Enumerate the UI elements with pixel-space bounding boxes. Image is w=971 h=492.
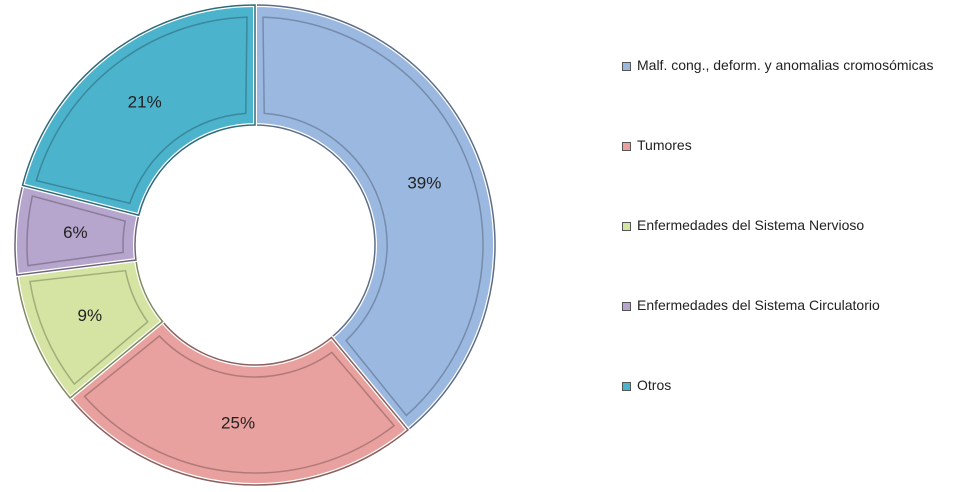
legend-item: Enfermedades del Sistema Nervioso [622,217,937,235]
data-label: 39% [407,174,441,193]
legend-label: Enfermedades del Sistema Circulatorio [637,297,880,313]
slice-edge [254,4,496,431]
slice-bevel [83,335,396,474]
chart: 39% 25% 9% 6% 21% [13,2,497,487]
data-label: 9% [78,306,103,325]
slice-edge [21,4,256,217]
legend-label: Tumores [637,137,692,153]
slice-edge [69,320,410,486]
legend-swatch [622,142,631,151]
legend-swatch [622,62,631,71]
legend-item: Otros [622,377,937,395]
legend-swatch [622,222,631,231]
legend-swatch [622,382,631,391]
legend-label: Malf. cong., deform. y anomalias cromosó… [637,57,934,73]
legend-item: Malf. cong., deform. y anomalias cromosó… [622,57,937,75]
slice-bevel [29,269,149,386]
legend-label: Enfermedades del Sistema Nervioso [637,217,865,233]
slice-bevel [35,16,248,205]
data-label: 25% [221,414,255,433]
slice-bevel [26,195,127,267]
slice-bevel [262,16,484,417]
legend-item: Enfermedades del Sistema Circulatorio [622,297,937,315]
data-label: 6% [63,223,88,242]
legend-label: Otros [637,377,672,393]
data-label: 21% [128,92,162,111]
legend-item: Tumores [622,137,937,155]
legend-swatch [622,302,631,311]
